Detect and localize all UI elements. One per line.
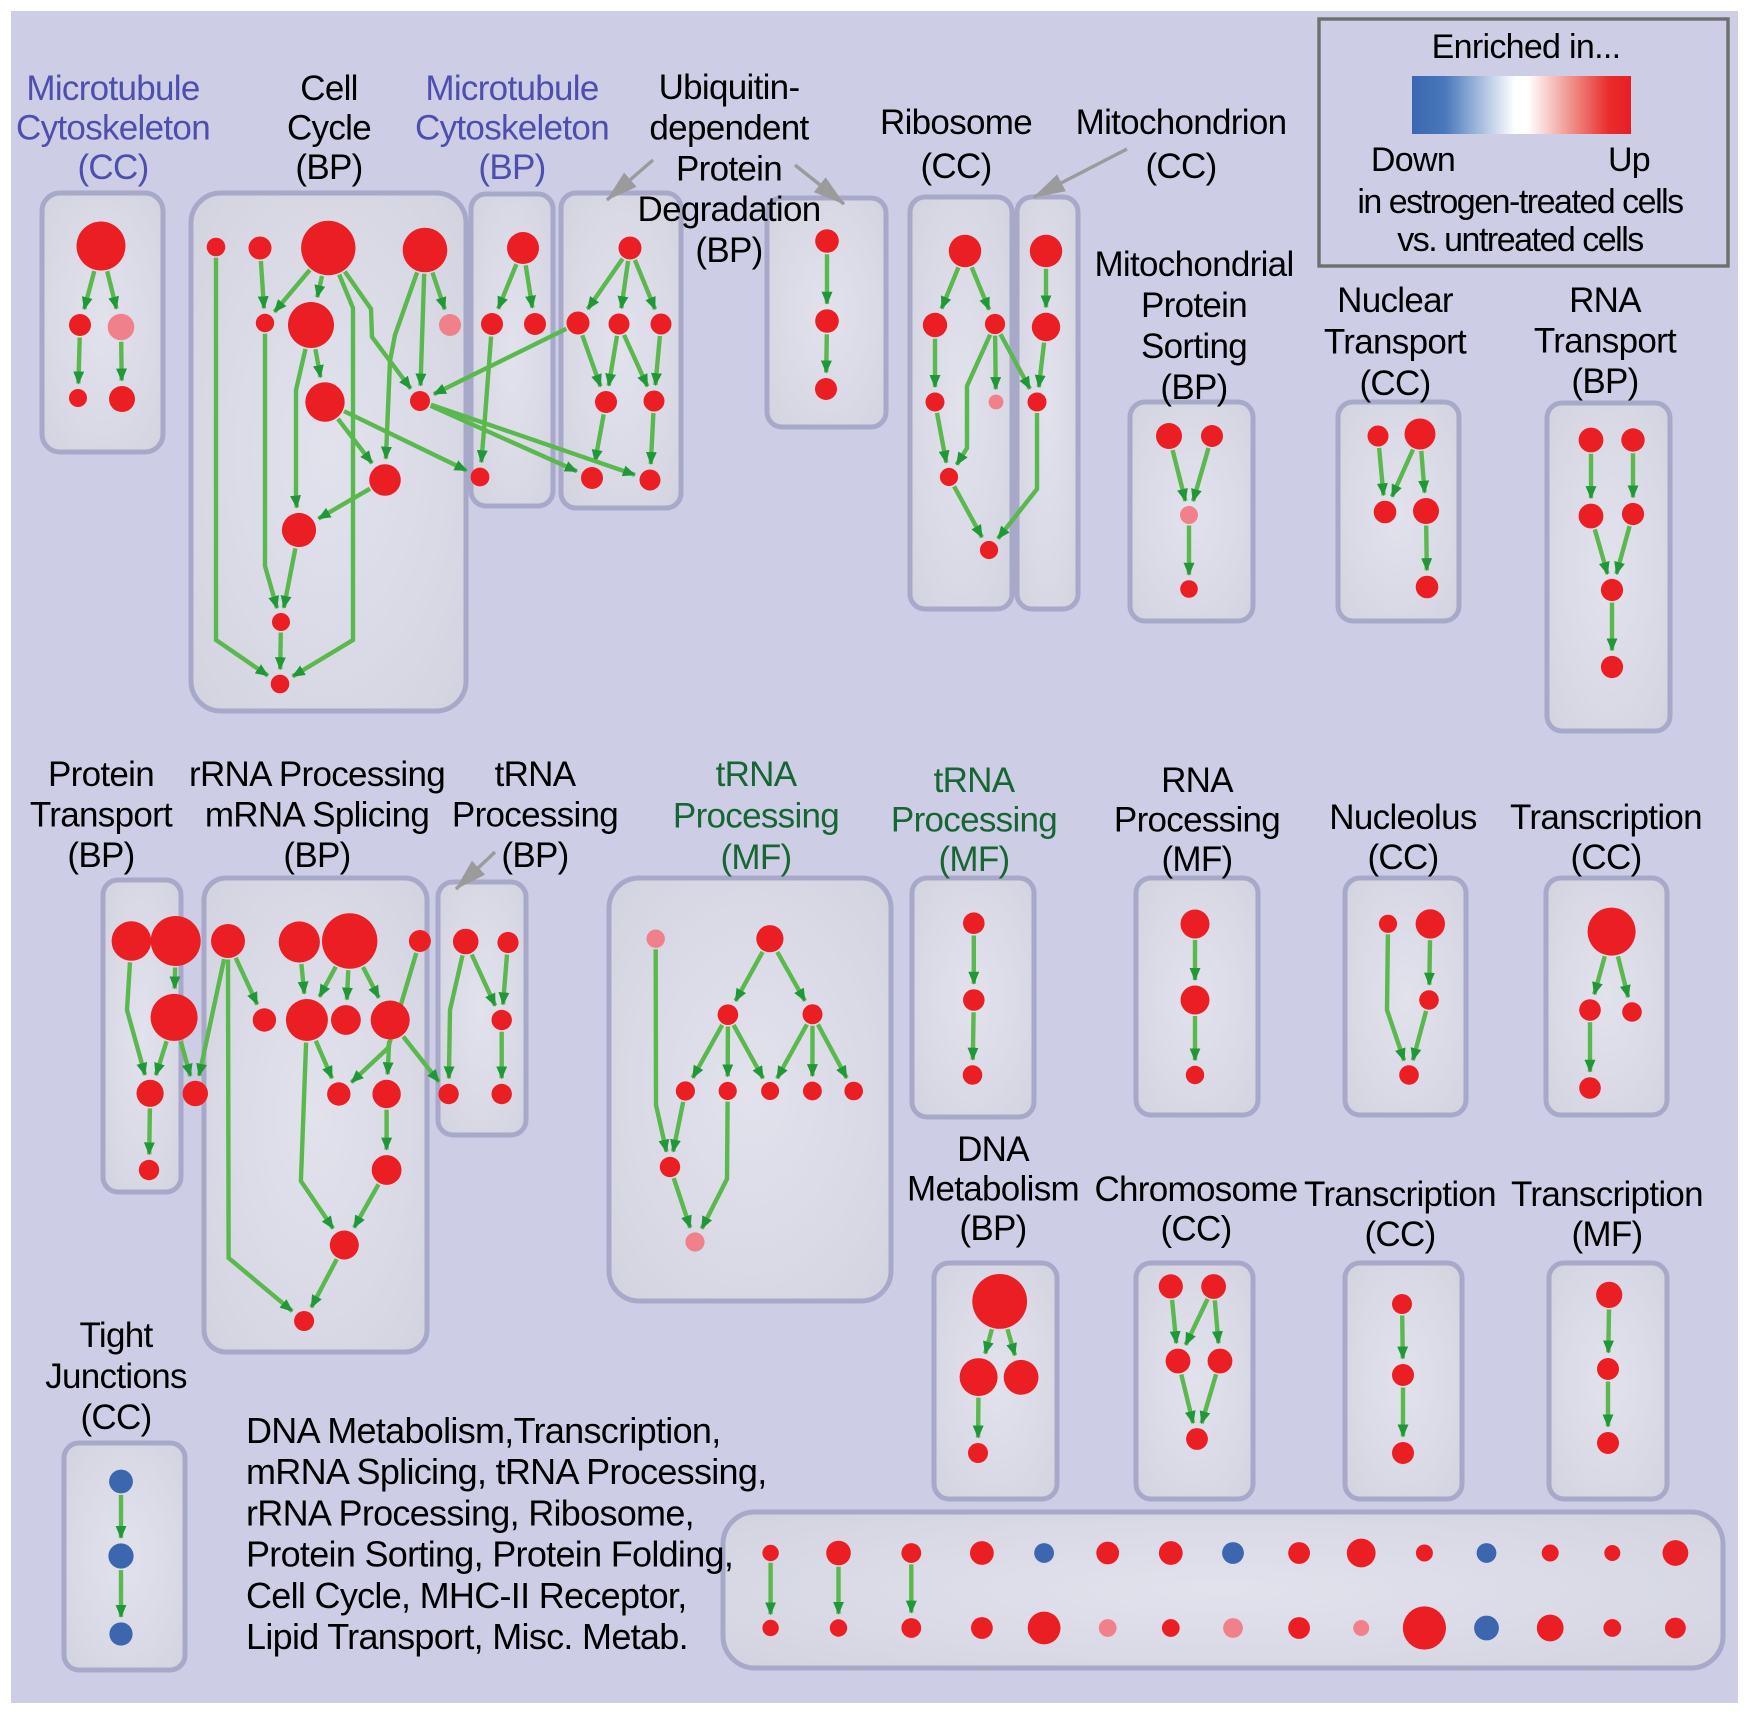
svg-text:Transcription(MF): Transcription (MF) xyxy=(1511,1175,1703,1254)
svg-text:DNA Metabolism,Transcription,m: DNA Metabolism,Transcription, mRNA Splici… xyxy=(246,1410,767,1657)
svg-text:Mitochondrion(CC): Mitochondrion (CC) xyxy=(1076,103,1287,186)
svg-text:Down: Down xyxy=(1371,141,1455,179)
svg-text:vs. untreated cells: vs. untreated cells xyxy=(1397,221,1643,259)
svg-text:in estrogen-treated cells: in estrogen-treated cells xyxy=(1357,183,1683,221)
svg-text:Transcription(CC): Transcription (CC) xyxy=(1304,1175,1496,1254)
svg-text:Chromosome(CC): Chromosome (CC) xyxy=(1094,1170,1297,1249)
svg-text:Enriched in...: Enriched in... xyxy=(1432,28,1621,66)
svg-text:Ribosome(CC): Ribosome (CC) xyxy=(880,103,1032,186)
svg-text:Up: Up xyxy=(1608,141,1650,179)
svg-text:Transcription(CC): Transcription (CC) xyxy=(1510,798,1702,877)
svg-text:Nucleolus(CC): Nucleolus (CC) xyxy=(1329,798,1477,877)
